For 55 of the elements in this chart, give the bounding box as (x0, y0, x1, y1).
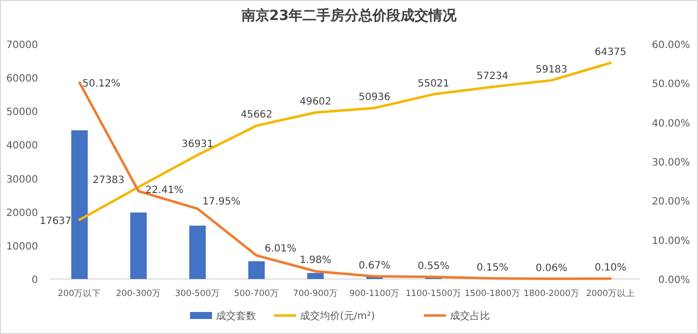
data-label: 57234 (476, 70, 508, 82)
data-label: 45662 (240, 110, 272, 121)
data-label: 36931 (182, 139, 214, 150)
x-tick-label: 300-500万 (175, 289, 220, 299)
y2-tick-label: 50.00% (652, 79, 690, 90)
data-label: 50936 (358, 92, 390, 103)
y-tick-label: 60000 (6, 74, 38, 85)
y-tick-label: 50000 (6, 107, 38, 118)
data-label: 0.55% (418, 260, 450, 272)
bar (307, 272, 324, 279)
bar (248, 261, 265, 279)
bar (189, 226, 206, 279)
line-series (78, 62, 612, 222)
data-label: 6.01% (264, 243, 296, 254)
x-tick-label: 500-700万 (234, 289, 279, 299)
y-tick-label: 30000 (6, 174, 38, 186)
y-tick-label: 40000 (6, 140, 38, 152)
x-tick-label: 200万以下 (58, 288, 102, 299)
bar (130, 212, 147, 279)
data-label: 0.10% (594, 262, 626, 274)
data-label: 0.15% (476, 262, 508, 274)
data-label: 59183 (536, 64, 568, 76)
data-label: 22.41% (145, 185, 184, 196)
x-tick-label: 200-300万 (116, 289, 161, 299)
y-tick-label: 10000 (6, 241, 38, 252)
data-label: 0.06% (536, 262, 568, 274)
data-label: 0.67% (358, 260, 390, 272)
x-tick-label: 1800-2000万 (524, 289, 580, 299)
y-tick-label: 70000 (6, 40, 38, 51)
chart-title: 南京23年二手房分总价段成交情况 (240, 7, 458, 24)
y2-tick-label: 10.00% (652, 236, 690, 247)
y2-tick-label: 40.00% (652, 118, 690, 130)
data-label: 27383 (92, 175, 124, 186)
x-tick-label: 700-900万 (293, 289, 338, 299)
data-label: 17637 (40, 216, 72, 227)
legend-label: 成交套数 (216, 310, 256, 322)
data-label: 55021 (418, 78, 450, 90)
data-label: 49602 (300, 96, 332, 108)
data-label: 17.95% (202, 196, 241, 208)
y-tick-label: 20000 (6, 208, 38, 219)
x-tick-label: 1100-1500万 (406, 289, 462, 299)
data-label: 64375 (594, 46, 626, 58)
y2-tick-label: 20.00% (652, 196, 690, 208)
y-tick-label: 0 (32, 275, 38, 286)
y2-tick-label: 60.00% (652, 40, 690, 51)
legend-label: 成交占比 (450, 310, 490, 322)
y2-tick-label: 30.00% (652, 158, 690, 168)
x-tick-label: 2000万以上 (586, 288, 635, 299)
x-tick-label: 900-1100万 (349, 289, 400, 299)
y2-tick-label: 0.00% (658, 275, 690, 286)
legend-label: 成交均价(元/m²) (300, 310, 376, 322)
data-label: 50.12% (82, 78, 121, 90)
bar (71, 130, 88, 279)
x-tick-label: 1500-1800万 (464, 289, 520, 299)
data-label: 1.98% (300, 255, 332, 266)
